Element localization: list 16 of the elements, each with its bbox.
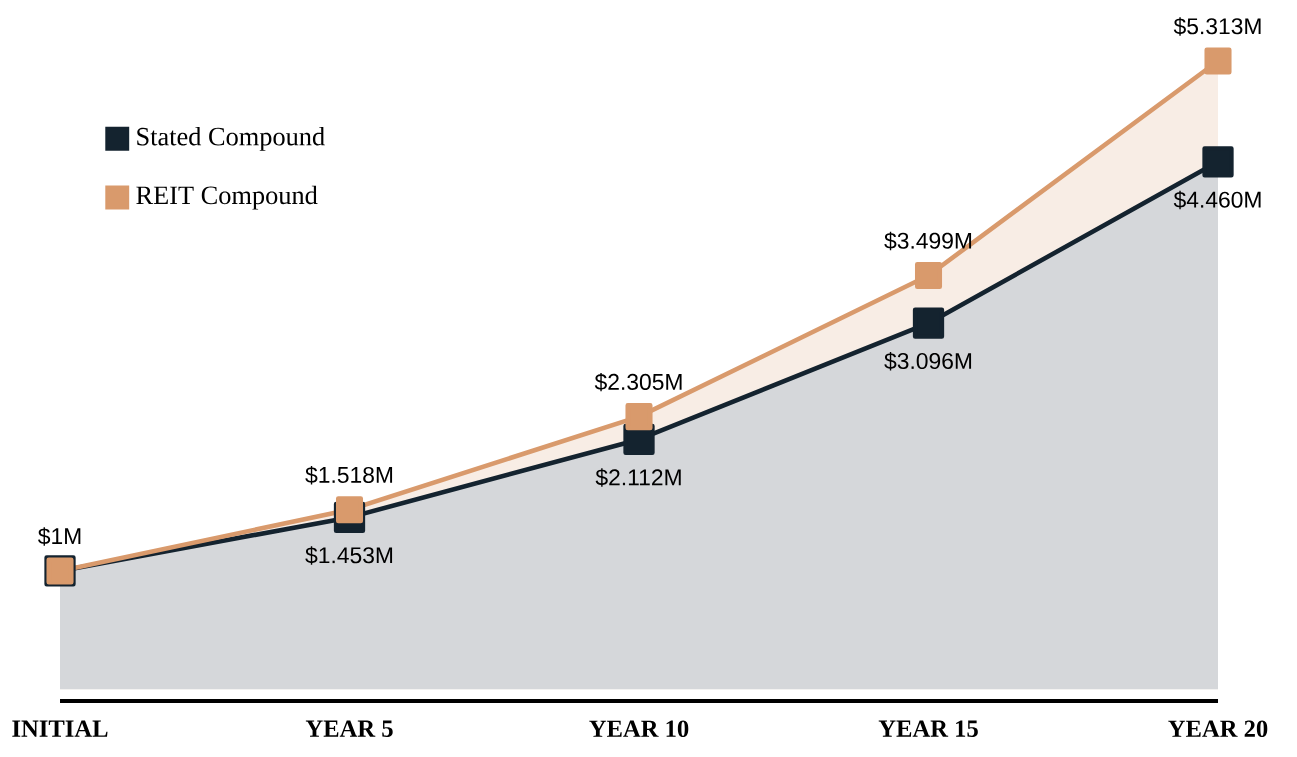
x-tick-label: YEAR 20	[1168, 720, 1268, 738]
data-label: $3.096M	[884, 351, 972, 371]
x-tick-label: YEAR 10	[589, 720, 689, 738]
x-tick-label: YEAR 5	[305, 720, 393, 737]
data-label: $1.518M	[305, 465, 393, 485]
data-label: $2.305M	[594, 372, 682, 392]
legend-label: Stated Compound	[137, 126, 325, 151]
data-label: $5.313M	[1173, 17, 1261, 36]
data-label: $4.460M	[1173, 190, 1261, 210]
legend-label: REIT Compound	[136, 185, 318, 210]
x-tick-label: YEAR 15	[878, 720, 978, 737]
data-label: $3.499M	[884, 231, 972, 251]
data-label: $2.112M	[595, 468, 681, 487]
data-label: $1M	[38, 527, 81, 546]
x-tick-label: INITIAL	[12, 720, 108, 737]
data-label: $1.453M	[305, 546, 393, 565]
